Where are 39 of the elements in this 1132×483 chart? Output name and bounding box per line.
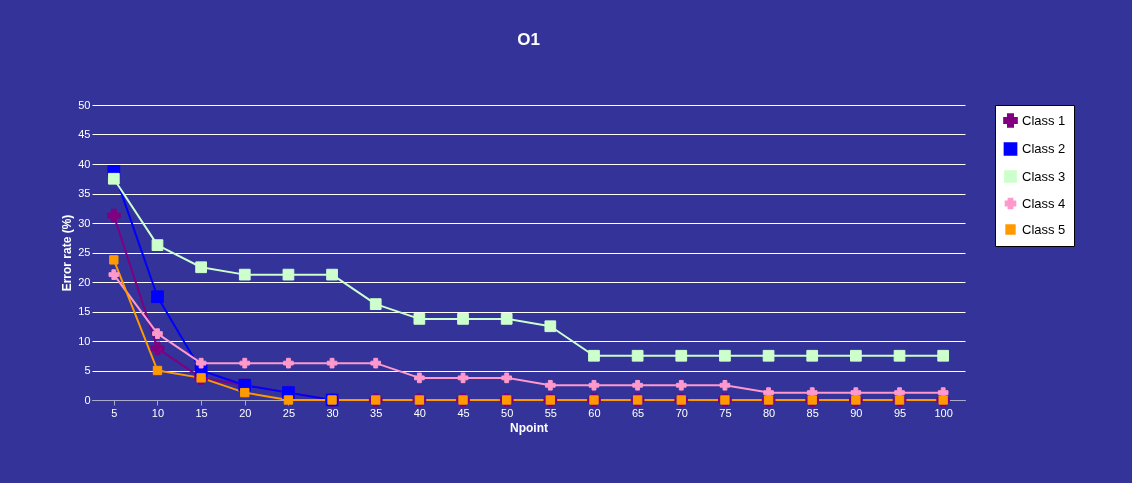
y-tick-label: 20 <box>78 275 91 288</box>
x-tick-label: 35 <box>370 406 383 419</box>
legend-label: Class 5 <box>1022 221 1066 237</box>
x-tick-label: 50 <box>501 406 514 419</box>
x-tick-label: 5 <box>111 406 118 419</box>
x-tick-label: 30 <box>326 406 339 419</box>
x-tick-label: 15 <box>195 406 208 419</box>
x-axis-title: Npoint <box>510 420 548 435</box>
y-tick-label: 0 <box>84 393 91 406</box>
x-tick-label: 95 <box>893 406 907 419</box>
y-tick-label: 5 <box>84 364 91 376</box>
x-tick-label: 60 <box>588 406 601 419</box>
x-tick-label: 40 <box>413 406 426 419</box>
y-tick-label: 30 <box>78 216 91 229</box>
y-tick-label: 15 <box>78 305 91 317</box>
x-tick-label: 20 <box>239 406 252 419</box>
y-tick-label: 25 <box>78 246 91 258</box>
y-axis-title: Error rate (%) <box>60 214 75 292</box>
y-tick-label: 40 <box>78 157 91 170</box>
x-tick-label: 70 <box>675 406 688 419</box>
y-tick-label: 45 <box>78 128 91 140</box>
x-tick-label: 80 <box>762 406 776 419</box>
legend-label: Class 3 <box>1022 168 1066 184</box>
x-tick-label: 25 <box>282 406 296 419</box>
x-tick-label: 100 <box>934 406 953 419</box>
legend-label: Class 2 <box>1022 141 1066 156</box>
chart-title: O1 <box>517 30 540 49</box>
legend-label: Class 1 <box>1022 112 1066 128</box>
x-tick-label: 85 <box>806 406 819 419</box>
y-tick-label: 50 <box>78 98 91 111</box>
x-tick-label: 10 <box>151 406 165 419</box>
x-tick-label: 90 <box>850 406 863 419</box>
x-tick-label: 55 <box>544 406 557 419</box>
x-tick-label: 45 <box>457 406 470 419</box>
y-tick-label: 35 <box>78 187 91 199</box>
legend-label: Class 4 <box>1022 195 1066 211</box>
x-tick-label: 75 <box>719 406 732 419</box>
x-tick-label: 65 <box>632 406 645 419</box>
y-tick-label: 10 <box>78 334 91 347</box>
